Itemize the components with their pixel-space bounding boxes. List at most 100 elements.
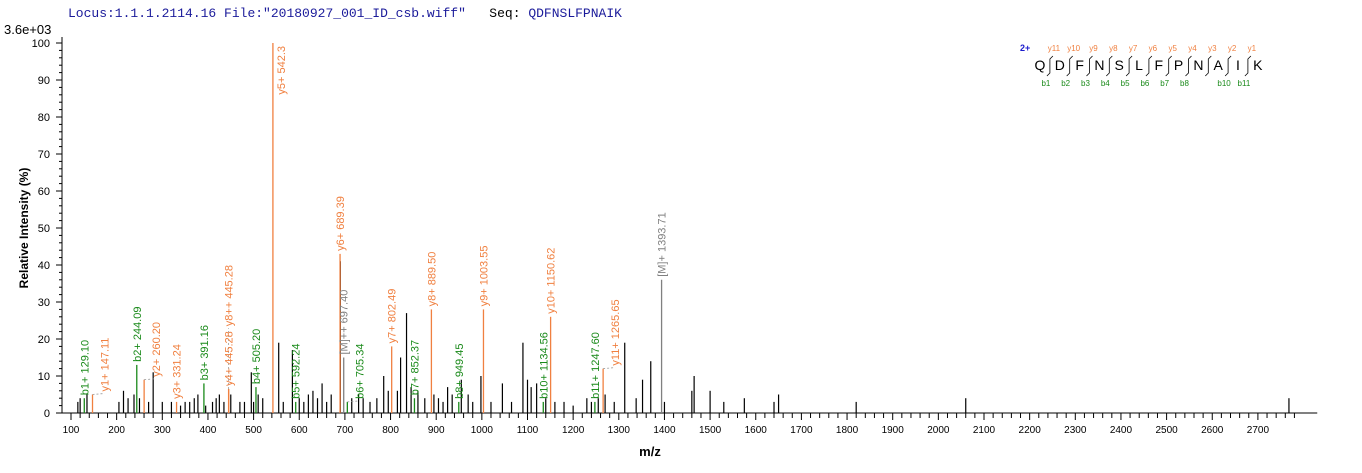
y-ion-label: y4 <box>1188 44 1197 53</box>
peak-label: b10+ 1134.56 <box>538 332 550 399</box>
residue: L <box>1135 57 1143 73</box>
x-tick-label: 400 <box>200 425 217 436</box>
x-tick-label: 2600 <box>1201 425 1224 436</box>
x-tick-label: 1000 <box>471 425 494 436</box>
b-ion-label: b4 <box>1101 79 1110 88</box>
y-ion-label: y7 <box>1129 44 1138 53</box>
residue: S <box>1115 57 1124 73</box>
peak-label: y8+ 889.50 <box>426 252 438 307</box>
b-ion-label: b5 <box>1121 79 1130 88</box>
cleavage-marker <box>1185 55 1192 77</box>
charge-label: 2+ <box>1020 43 1030 53</box>
x-tick-label: 1500 <box>699 425 722 436</box>
peak-label: b4+ 505.20 <box>251 329 263 384</box>
peak-label: y7+ 802.49 <box>387 289 399 344</box>
residue: I <box>1236 57 1240 73</box>
y-tick-label: 90 <box>38 75 50 87</box>
b-ion-label: b7 <box>1160 79 1169 88</box>
label-connector <box>144 378 157 381</box>
y-ion-label: y6 <box>1149 44 1158 53</box>
y-ion-label: y9 <box>1089 44 1098 53</box>
cleavage-marker <box>1066 55 1073 77</box>
label-connector <box>603 367 616 369</box>
sequence-value: QDFNSLFPNAIK <box>528 6 622 21</box>
y-tick-label: 0 <box>44 408 50 420</box>
peak-label: b7+ 852.37 <box>409 340 421 395</box>
x-tick-label: 900 <box>428 425 445 436</box>
x-tick-label: 700 <box>337 425 354 436</box>
y-ion-label: y2 <box>1228 44 1237 53</box>
x-tick-label: 600 <box>291 425 308 436</box>
b-ion-label: b2 <box>1061 79 1070 88</box>
peak-label: y3+ 331.24 <box>172 344 184 399</box>
cleavage-marker <box>1086 55 1093 77</box>
cleavage-marker <box>1106 55 1113 77</box>
x-tick-label: 200 <box>108 425 125 436</box>
x-tick-label: 800 <box>382 425 399 436</box>
peak-label: b1+ 129.10 <box>79 340 91 395</box>
b-ion-label: b11 <box>1238 79 1251 88</box>
x-tick-label: 1900 <box>882 425 905 436</box>
peak-label: [M]++ 697.40 <box>339 290 351 355</box>
peak-label: b11+ 1247.60 <box>590 332 602 399</box>
x-tick-label: 1300 <box>608 425 631 436</box>
b-ion-label: b8 <box>1180 79 1189 88</box>
x-tick-label: 1400 <box>653 425 676 436</box>
residue: P <box>1174 57 1183 73</box>
y-tick-label: 80 <box>38 112 50 124</box>
x-tick-label: 1700 <box>790 425 813 436</box>
residue: N <box>1193 57 1203 73</box>
x-tick-label: 2000 <box>927 425 950 436</box>
label-connector <box>92 393 105 395</box>
y-ion-label: y10 <box>1067 44 1080 53</box>
residue: F <box>1155 57 1164 73</box>
b-ion-label: b10 <box>1217 79 1231 88</box>
peak-label: y8++ 445.28 <box>224 265 236 326</box>
sequence-legend: 2+Q D F N S L F P N A I Ky11b1y10b2y9b3y8b4y7b5y6b6… <box>1020 43 1263 88</box>
y-tick-label: 70 <box>38 149 50 161</box>
peak-label: y2+ 260.20 <box>151 322 163 377</box>
cleavage-marker <box>1125 55 1133 77</box>
x-tick-label: 1100 <box>517 425 539 436</box>
x-tick-label: 2300 <box>1064 425 1087 436</box>
cleavage-marker <box>1145 55 1153 77</box>
x-axis-title: m/z <box>639 444 661 459</box>
b-ion-label: b3 <box>1081 79 1090 88</box>
label-connector <box>347 400 360 403</box>
y-tick-label: 60 <box>38 186 50 198</box>
x-tick-label: 1800 <box>836 425 859 436</box>
seq-label: Seq: <box>489 6 521 21</box>
peak-label: y6+ 689.39 <box>335 196 347 251</box>
y-tick-label: 20 <box>38 334 50 346</box>
peak-label: b2+ 244.09 <box>132 307 144 362</box>
x-tick-label: 500 <box>245 425 262 436</box>
file-label: File:"20180927_001_ID_csb.wiff" <box>224 6 466 21</box>
peak-label: b3+ 391.16 <box>199 325 211 380</box>
y-tick-label: 30 <box>38 297 50 309</box>
peak-label: y4+ 445.28 <box>224 331 236 386</box>
y-tick-label: 40 <box>38 260 50 272</box>
peak-label: y9+ 1003.55 <box>478 246 490 307</box>
cleavage-marker <box>1165 55 1172 77</box>
peak-label: b5+ 592.24 <box>291 344 303 399</box>
y-scale-label: 3.6e+03 <box>4 22 51 37</box>
peak-label: y5+ 542.3 <box>276 46 288 95</box>
y-ion-label: y3 <box>1208 44 1217 53</box>
x-tick-label: 2400 <box>1110 425 1133 436</box>
b-ion-label: b1 <box>1041 79 1050 88</box>
cleavage-marker <box>1046 55 1054 77</box>
y-tick-label: 10 <box>38 371 50 383</box>
x-tick-label: 2200 <box>1019 425 1042 436</box>
x-tick-label: 1200 <box>562 425 585 436</box>
y-ion-label: y8 <box>1109 44 1118 53</box>
spectrum-header: Locus:1.1.1.2114.16 File:"20180927_001_I… <box>68 6 622 21</box>
peak-label: b6+ 705.34 <box>354 344 366 399</box>
peak-label: y1+ 147.11 <box>100 338 112 392</box>
x-tick-label: 100 <box>63 425 80 436</box>
x-tick-label: 300 <box>154 425 171 436</box>
y-ion-label: y1 <box>1248 44 1257 53</box>
b-ion-label: b6 <box>1140 79 1149 88</box>
residue: A <box>1214 57 1224 73</box>
x-tick-label: 1600 <box>745 425 768 436</box>
